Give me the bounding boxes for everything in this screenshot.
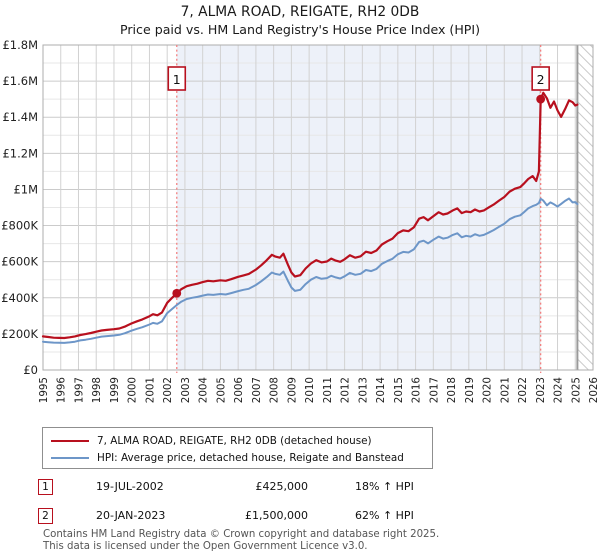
x-tick-label: 1999 [109, 377, 121, 403]
hpi-line [42, 197, 579, 344]
x-tick-label: 2014 [375, 377, 387, 403]
x-tick-label: 1997 [73, 377, 85, 403]
x-tick-label: 2004 [198, 377, 210, 403]
sales-table: 1 19-JUL-2002 £425,000 18% ↑ HPI 2 20-JA… [38, 472, 458, 530]
x-tick-label: 1998 [91, 377, 103, 403]
y-tick-label: £200K [1, 327, 38, 341]
x-tick-label: 2015 [393, 377, 405, 403]
legend-item-price-paid: 7, ALMA ROAD, REIGATE, RH2 0DB (detached… [51, 432, 432, 449]
x-tick-label: 2000 [127, 377, 139, 403]
x-tick-label: 2018 [446, 377, 458, 403]
x-tick-label: 2026 [588, 377, 600, 403]
page-subtitle: Price paid vs. HM Land Registry's House … [119, 22, 481, 37]
legend-label-price-paid: 7, ALMA ROAD, REIGATE, RH2 0DB (detached… [97, 434, 372, 447]
y-tick-label: £1.8M [2, 38, 38, 52]
x-tick-label: 2001 [144, 377, 156, 403]
x-tick-label: 2008 [269, 377, 281, 403]
x-tick-label: 2006 [233, 377, 245, 403]
y-tick-label: £400K [1, 291, 38, 305]
x-tick-label: 2003 [180, 377, 192, 403]
chart-legend: 7, ALMA ROAD, REIGATE, RH2 0DB (detached… [42, 427, 433, 469]
x-tick-label: 2013 [357, 377, 369, 403]
sale-2-marker-number: 2 [537, 72, 545, 87]
legend-item-hpi: HPI: Average price, detached house, Reig… [51, 449, 432, 466]
sale-2-price: £1,500,000 [245, 509, 308, 522]
price-history-chart: 1 2 £0 £200K £400K £600K £800K £1M £1.2M £1.4M £1.… [1, 38, 600, 403]
sale-1-marker-number: 1 [173, 72, 181, 87]
legend-label-hpi: HPI: Average price, detached house, Reig… [97, 451, 404, 464]
x-tick-label: 2020 [482, 377, 494, 403]
future-hatch-region [577, 45, 593, 370]
sale-2-marker-box [531, 66, 550, 91]
x-tick-label: 2005 [215, 377, 227, 403]
x-tick-label: 2016 [411, 377, 423, 403]
license-footer-line1: Contains HM Land Registry data © Crown c… [43, 529, 440, 540]
sale-1-hpi-delta: 18% ↑ HPI [355, 480, 414, 493]
sale-row-2: 2 20-JAN-2023 £1,500,000 62% ↑ HPI [38, 501, 458, 530]
x-tick-label: 2009 [286, 377, 298, 403]
x-tick-label: 1996 [56, 377, 68, 403]
page-title: 7, ALMA ROAD, REIGATE, RH2 0DB [180, 4, 420, 20]
sale-2-marker: 2 [38, 507, 53, 524]
y-tick-label: £600K [1, 255, 38, 269]
hpi-line-swatch [51, 456, 89, 459]
x-tick-label: 2017 [428, 377, 440, 403]
sale-2-date: 20-JAN-2023 [96, 509, 166, 522]
sale-row-1: 1 19-JUL-2002 £425,000 18% ↑ HPI [38, 472, 458, 501]
x-tick-label: 2011 [322, 377, 334, 403]
x-tick-label: 2002 [162, 377, 174, 403]
x-tick-label: 2024 [553, 377, 565, 403]
sale-1-point [172, 288, 182, 298]
sale-1-marker-box [167, 66, 187, 91]
y-tick-label: £1M [13, 182, 38, 196]
x-tick-label: 2023 [535, 377, 547, 403]
y-tick-label: £1.6M [2, 74, 38, 88]
y-tick-label: £0 [23, 363, 38, 377]
y-gridlines [43, 44, 593, 353]
license-footer-line2: This data is licensed under the Open Gov… [43, 540, 368, 552]
x-tick-label: 2007 [251, 377, 263, 403]
y-tick-label: £800K [1, 219, 38, 233]
x-tick-label: 1995 [38, 377, 50, 403]
y-tick-label: £1.4M [2, 110, 38, 124]
sale-2-point [536, 94, 546, 104]
sale-2-hpi-delta: 62% ↑ HPI [355, 509, 414, 522]
price-paid-line-swatch [51, 439, 89, 442]
sale-1-date: 19-JUL-2002 [96, 480, 164, 493]
x-tick-label: 2010 [304, 377, 316, 403]
y-tick-label: £1.2M [2, 146, 38, 160]
sale-1-price: £425,000 [255, 480, 309, 493]
x-tick-label: 2025 [570, 377, 582, 403]
license-footer: Contains HM Land Registry data © Crown c… [43, 529, 439, 552]
x-tick-label: 2022 [517, 377, 529, 403]
plot-border [42, 44, 594, 371]
price-paid-line [41, 91, 579, 340]
x-tick-label: 2021 [499, 377, 511, 403]
x-tick-label: 2019 [464, 377, 476, 403]
x-tick-label: 2012 [340, 377, 352, 403]
sale-1-marker: 1 [38, 478, 53, 495]
